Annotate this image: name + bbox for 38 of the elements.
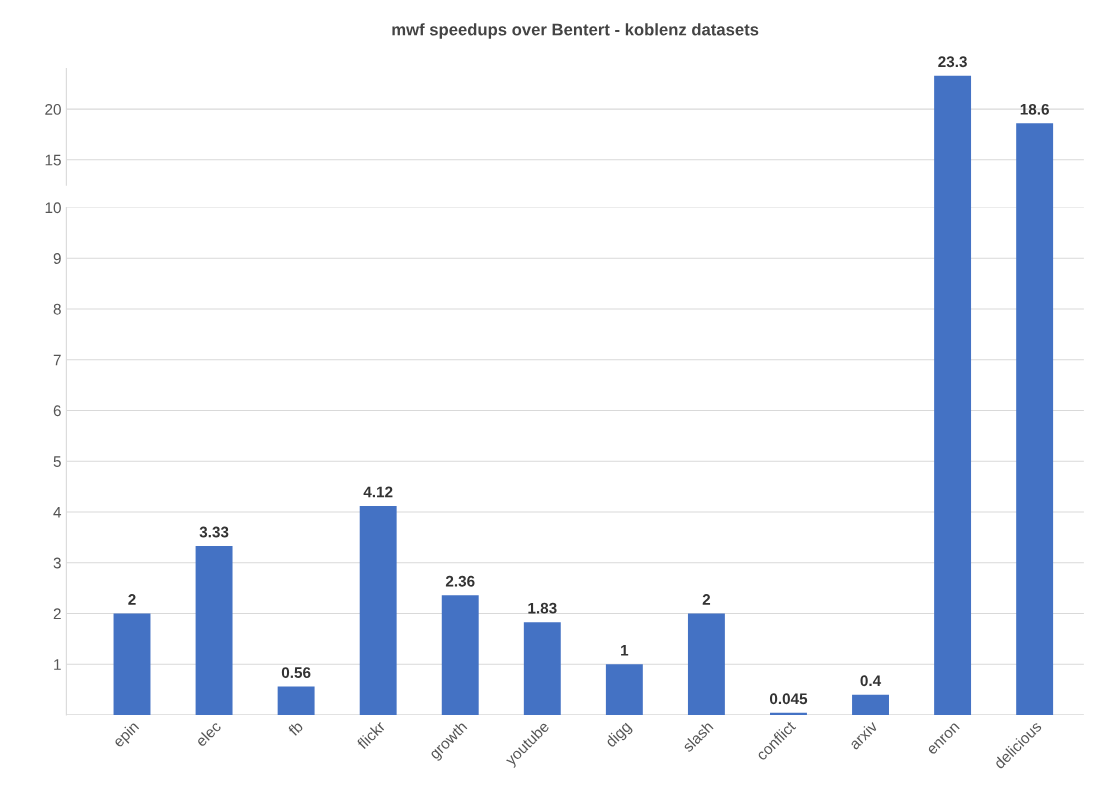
data-label: 2	[128, 594, 136, 605]
bar	[277, 686, 315, 716]
y-tick-label: 9	[53, 253, 61, 264]
bar	[113, 613, 151, 716]
y-tick-label: 10	[45, 202, 61, 214]
x-tick-label: epin	[112, 720, 142, 750]
data-label: 23.3	[938, 56, 967, 68]
data-label: 18.6	[1020, 103, 1049, 115]
bar	[852, 694, 889, 716]
y-tick-label: 5	[53, 456, 61, 467]
bar	[359, 505, 397, 716]
y-tick-label: 20	[45, 104, 61, 115]
data-label: 1.83	[528, 602, 557, 614]
bar	[687, 613, 725, 716]
data-label: 4.12	[363, 486, 393, 498]
y-tick-label: 2	[53, 608, 61, 620]
data-label: 2.36	[445, 575, 475, 587]
y-tick-label: 8	[53, 303, 61, 315]
bar	[195, 546, 233, 716]
y-tick-label: 15	[45, 154, 61, 166]
x-tick-label: digg	[604, 720, 634, 750]
chart-title: mwf speedups over Bentert - koblenz datasets	[392, 23, 759, 39]
bar	[605, 664, 643, 716]
data-label: 0.4	[860, 675, 882, 687]
y-tick-label: 6	[53, 405, 61, 417]
bar	[523, 622, 561, 716]
y-tick-label: 1	[54, 659, 61, 670]
y-tick-label: 7	[53, 354, 61, 366]
data-label: 1	[621, 645, 629, 656]
x-tick-label: elec	[194, 720, 222, 748]
data-label: 0.56	[281, 667, 311, 679]
data-label: 3.33	[199, 526, 229, 538]
bar	[441, 595, 479, 716]
data-label: 2	[702, 594, 711, 605]
x-tick-label: fb	[287, 720, 304, 737]
y-tick-label: 3	[53, 557, 61, 569]
data-label: 0.045	[769, 693, 808, 705]
y-tick-label: 4	[53, 507, 62, 518]
